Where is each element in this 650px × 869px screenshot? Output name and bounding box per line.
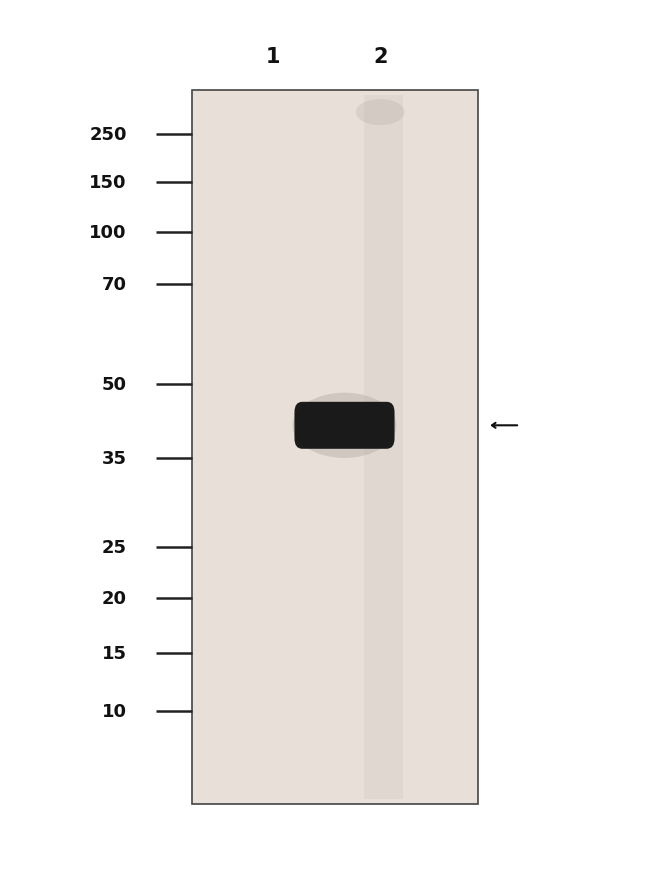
Bar	[192, 91, 478, 804]
Text: 50: 50	[102, 375, 127, 393]
Ellipse shape	[292, 393, 396, 459]
Text: 250: 250	[89, 126, 127, 143]
Text: 100: 100	[89, 224, 127, 242]
Bar	[364, 96, 403, 799]
Text: 1: 1	[266, 47, 280, 66]
Text: 25: 25	[102, 539, 127, 556]
Text: 35: 35	[102, 450, 127, 468]
Text: 15: 15	[102, 645, 127, 662]
FancyBboxPatch shape	[294, 402, 395, 449]
Ellipse shape	[356, 100, 404, 126]
Text: 2: 2	[373, 47, 387, 66]
Text: 20: 20	[102, 589, 127, 607]
Text: 150: 150	[89, 174, 127, 191]
Text: 10: 10	[102, 702, 127, 720]
Text: 70: 70	[102, 276, 127, 294]
